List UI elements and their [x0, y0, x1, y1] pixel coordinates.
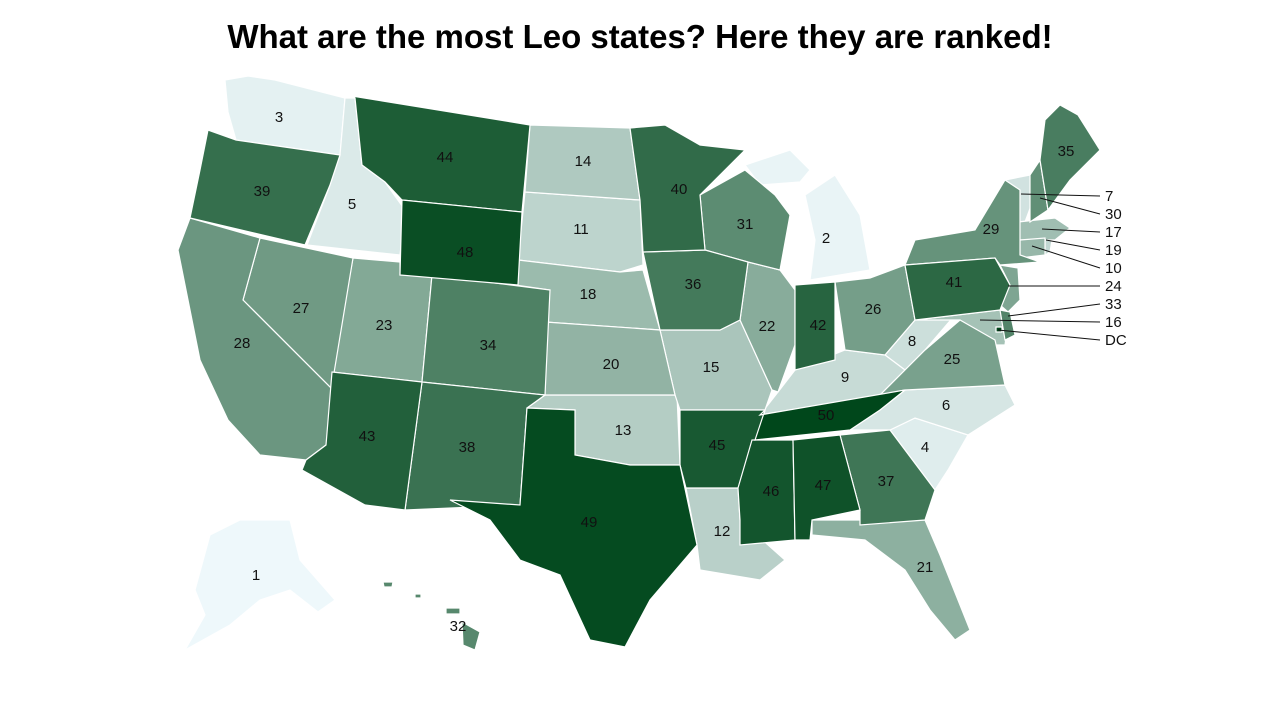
state-fl — [811, 519, 971, 641]
rank-label-il: 22 — [759, 318, 776, 335]
rank-label-fl: 21 — [917, 559, 934, 576]
rank-labels-layer: 1234568911121314151820212223252627282931… — [234, 109, 1075, 635]
callout-line — [1039, 197, 1101, 215]
states-layer — [177, 75, 1101, 652]
callout-label: 24 — [1105, 278, 1122, 295]
rank-label-me: 35 — [1058, 143, 1075, 160]
rank-label-mn: 40 — [671, 181, 688, 198]
state-mt — [351, 95, 531, 213]
rank-label-mi: 2 — [822, 230, 830, 247]
rank-label-tn: 50 — [818, 407, 835, 424]
rank-label-va: 25 — [944, 351, 961, 368]
rank-label-nc: 6 — [942, 397, 950, 414]
state-il — [739, 261, 796, 393]
callout-line — [997, 329, 1101, 341]
rank-label-al: 47 — [815, 477, 832, 494]
state-dc — [995, 326, 1003, 333]
rank-label-mt: 44 — [437, 149, 454, 166]
rank-label-ne: 18 — [580, 286, 597, 303]
state-in — [794, 281, 836, 371]
rank-label-ks: 20 — [603, 356, 620, 373]
callout-line — [1041, 228, 1101, 233]
state-mn — [629, 124, 747, 253]
map-title: What are the most Leo states? Here they … — [227, 18, 1053, 55]
rank-label-ca: 28 — [234, 335, 251, 352]
callout-label: DC — [1105, 332, 1127, 349]
callout-line — [1007, 303, 1101, 317]
rank-label-ar: 45 — [709, 437, 726, 454]
rank-label-mo: 15 — [703, 359, 720, 376]
callout-label: 30 — [1105, 206, 1122, 223]
rank-label-ms: 46 — [763, 483, 780, 500]
rank-label-ak: 1 — [252, 567, 260, 584]
rank-label-ny: 29 — [983, 221, 1000, 238]
rank-label-wv: 8 — [908, 333, 916, 350]
callout-line — [1045, 239, 1101, 251]
callout-label: 17 — [1105, 224, 1122, 241]
state-ct — [1019, 237, 1046, 259]
callout-label: 10 — [1105, 260, 1122, 277]
rank-label-wa: 3 — [275, 109, 283, 126]
state-pa — [904, 257, 1011, 321]
callout-label: 16 — [1105, 314, 1122, 331]
rank-label-ut: 23 — [376, 317, 393, 334]
state-al — [792, 434, 861, 541]
callout-label: 33 — [1105, 296, 1122, 313]
callout-label: 7 — [1105, 188, 1113, 205]
rank-label-id: 5 — [348, 196, 356, 213]
rank-label-sd: 11 — [573, 221, 589, 238]
rank-label-ga: 37 — [878, 473, 895, 490]
rank-label-oh: 26 — [865, 301, 882, 318]
rank-label-nm: 38 — [459, 439, 476, 456]
callout-line — [979, 319, 1101, 323]
callout-line — [1020, 193, 1101, 197]
rank-label-co: 34 — [480, 337, 497, 354]
state-ca — [177, 217, 339, 461]
rank-label-sc: 4 — [921, 439, 929, 456]
state-tn — [754, 389, 906, 441]
rank-label-pa: 41 — [946, 274, 963, 291]
state-ak — [183, 519, 336, 652]
rank-label-ky: 9 — [841, 369, 849, 386]
rank-label-wy: 48 — [457, 244, 474, 261]
state-va — [878, 319, 1006, 396]
state-de — [999, 309, 1016, 341]
rank-label-ok: 13 — [615, 422, 632, 439]
callout-label: 19 — [1105, 242, 1122, 259]
rank-label-or: 39 — [254, 183, 271, 200]
state-co — [421, 274, 551, 396]
rank-label-tx: 49 — [581, 514, 598, 531]
state-tx — [449, 407, 698, 648]
rank-label-hi: 32 — [450, 618, 467, 635]
state-or — [189, 129, 341, 246]
state-me — [1039, 104, 1101, 212]
rank-label-wi: 31 — [737, 216, 754, 233]
rank-label-ia: 36 — [685, 276, 702, 293]
state-wy — [399, 199, 523, 286]
callout-line — [1031, 245, 1101, 269]
state-hi — [382, 581, 481, 651]
state-az — [301, 371, 423, 511]
rank-label-az: 43 — [359, 428, 376, 445]
rank-label-nd: 14 — [575, 153, 592, 170]
state-ny — [904, 179, 1041, 266]
rank-label-la: 12 — [714, 523, 731, 540]
rank-label-nv: 27 — [293, 300, 310, 317]
rank-label-in: 42 — [810, 317, 827, 334]
